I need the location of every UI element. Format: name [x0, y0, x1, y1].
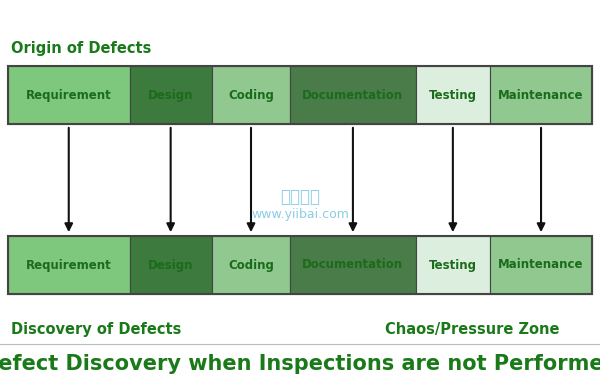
Text: Documentation: Documentation	[302, 258, 403, 272]
Bar	[8, 236, 130, 294]
Text: Chaos/Pressure Zone: Chaos/Pressure Zone	[385, 322, 559, 337]
Text: Testing: Testing	[429, 89, 477, 102]
Bar	[416, 66, 490, 124]
Bar	[212, 66, 290, 124]
Text: Defect Discovery when Inspections are not Performed: Defect Discovery when Inspections are no…	[0, 354, 600, 374]
Text: Requirement: Requirement	[26, 89, 112, 102]
Bar	[212, 236, 290, 294]
Bar	[8, 66, 130, 124]
Bar	[290, 236, 416, 294]
Bar	[130, 66, 212, 124]
Text: Testing: Testing	[429, 258, 477, 272]
Text: Origin of Defects: Origin of Defects	[11, 41, 151, 56]
Bar	[8, 66, 592, 124]
Bar	[416, 236, 490, 294]
Bar	[490, 236, 592, 294]
Text: www.yiibai.com: www.yiibai.com	[251, 207, 349, 221]
Text: Design: Design	[148, 89, 193, 102]
Text: Design: Design	[148, 258, 193, 272]
Text: Requirement: Requirement	[26, 258, 112, 272]
Text: 易百教程: 易百教程	[280, 188, 320, 206]
Text: Coding: Coding	[228, 89, 274, 102]
Bar	[130, 236, 212, 294]
Text: Maintenance: Maintenance	[498, 258, 584, 272]
Bar	[8, 236, 592, 294]
Text: Documentation: Documentation	[302, 89, 403, 102]
Text: Discovery of Defects: Discovery of Defects	[11, 322, 181, 337]
Text: Maintenance: Maintenance	[498, 89, 584, 102]
Bar	[490, 66, 592, 124]
Text: Coding: Coding	[228, 258, 274, 272]
Bar	[290, 66, 416, 124]
